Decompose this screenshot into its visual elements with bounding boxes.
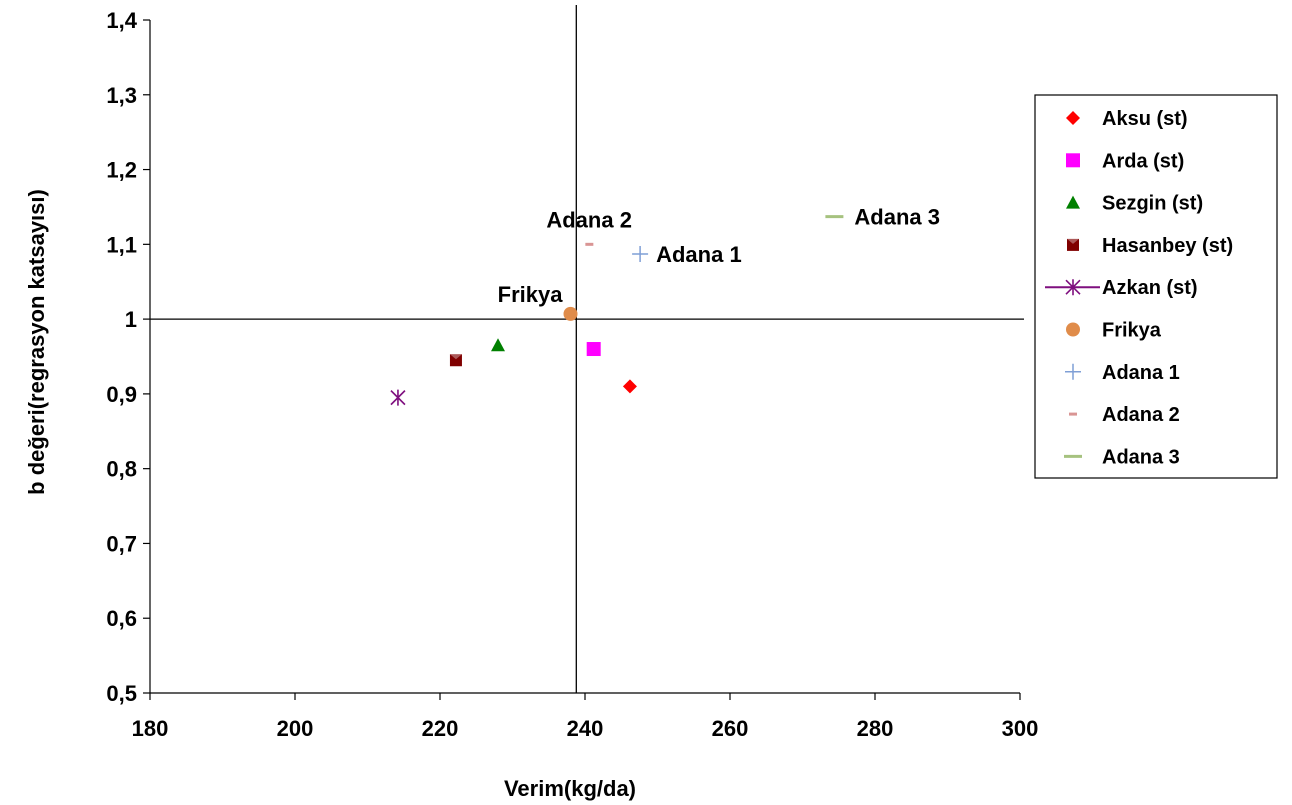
legend-marker (1065, 363, 1081, 380)
legend-item-hasanbey-st: Hasanbey (st) (1067, 235, 1233, 257)
legend-marker (1066, 153, 1080, 168)
legend-label: Arda (st) (1102, 150, 1184, 172)
legend-marker (1067, 238, 1079, 251)
axes (149, 20, 1020, 694)
legend-item-adana-2: Adana 2 (1069, 404, 1180, 426)
y-tick-label: 1 (125, 307, 137, 332)
point-label-frikya: Frikya (498, 282, 564, 307)
point-label-adana-3: Adana 3 (854, 205, 940, 230)
legend-label: Adana 1 (1102, 362, 1180, 384)
y-tick-label: 0,5 (106, 681, 137, 706)
legend-label: Azkan (st) (1102, 277, 1198, 299)
legend-label: Hasanbey (st) (1102, 235, 1233, 257)
legend-marker (1066, 322, 1080, 337)
y-tick-label: 1,3 (106, 83, 137, 108)
point-frikya (563, 306, 578, 321)
legend-marker (1065, 279, 1081, 296)
x-tick-label: 200 (277, 716, 314, 741)
legend-item-adana-3: Adana 3 (1064, 446, 1180, 468)
point-azkan-st (390, 389, 406, 406)
point-labels: Frikya Adana 1 Adana 2 Adana 3 (498, 205, 940, 307)
y-axis-title: b değeri(regrasyon katsayısı) (24, 189, 49, 495)
point-label-adana-1: Adana 1 (656, 242, 742, 267)
legend-label: Adana 3 (1102, 446, 1180, 468)
legend-label: Adana 2 (1102, 404, 1180, 426)
y-tick-label: 0,9 (106, 382, 137, 407)
point-label-adana-2: Adana 2 (546, 207, 632, 232)
legend-label: Sezgin (st) (1102, 193, 1203, 215)
legend-marker (1066, 195, 1080, 209)
x-axis-title: Verim(kg/da) (504, 776, 636, 801)
point-sezgin-st (491, 338, 505, 352)
legend-label: Aksu (st) (1102, 108, 1188, 130)
x-tick-label: 300 (1002, 716, 1039, 741)
point-hasanbey-st (449, 354, 462, 367)
y-tick-label: 0,6 (106, 606, 137, 631)
legend-item-azkan-st: Azkan (st) (1045, 277, 1198, 299)
data-points (390, 215, 844, 406)
y-ticks: 0,5 0,6 0,7 0,8 0,9 1 1,1 1,2 1,3 1,4 (106, 8, 150, 706)
x-tick-label: 280 (857, 716, 894, 741)
x-tick-label: 180 (132, 716, 169, 741)
legend-item-frikya: Frikya (1066, 320, 1162, 342)
y-tick-label: 0,7 (106, 531, 137, 556)
legend-item-sezgin-st: Sezgin (st) (1066, 193, 1203, 215)
reference-lines (150, 5, 1024, 693)
legend-item-adana-1: Adana 1 (1065, 362, 1180, 384)
x-tick-label: 220 (422, 716, 459, 741)
x-tick-label: 240 (567, 716, 604, 741)
y-tick-label: 1,4 (106, 8, 137, 33)
legend-item-arda-st: Arda (st) (1066, 150, 1184, 172)
y-tick-label: 1,1 (106, 232, 137, 257)
y-tick-label: 0,8 (106, 457, 137, 482)
legend-item-aksu-st: Aksu (st) (1066, 108, 1188, 130)
y-tick-label: 1,2 (106, 158, 137, 183)
legend-items: Aksu (st) Arda (st) Sezgin (st) Hasanbey (s… (1045, 108, 1233, 468)
point-adana-1 (632, 246, 649, 263)
legend-label: Frikya (1102, 320, 1162, 342)
x-tick-label: 260 (712, 716, 749, 741)
x-ticks: 180 200 220 240 260 280 300 (132, 693, 1039, 741)
legend: Aksu (st) Arda (st) Sezgin (st) Hasanbey (s… (1034, 94, 1278, 479)
legend-marker (1066, 111, 1080, 125)
point-arda-st (586, 342, 601, 357)
point-aksu-st (622, 379, 637, 394)
